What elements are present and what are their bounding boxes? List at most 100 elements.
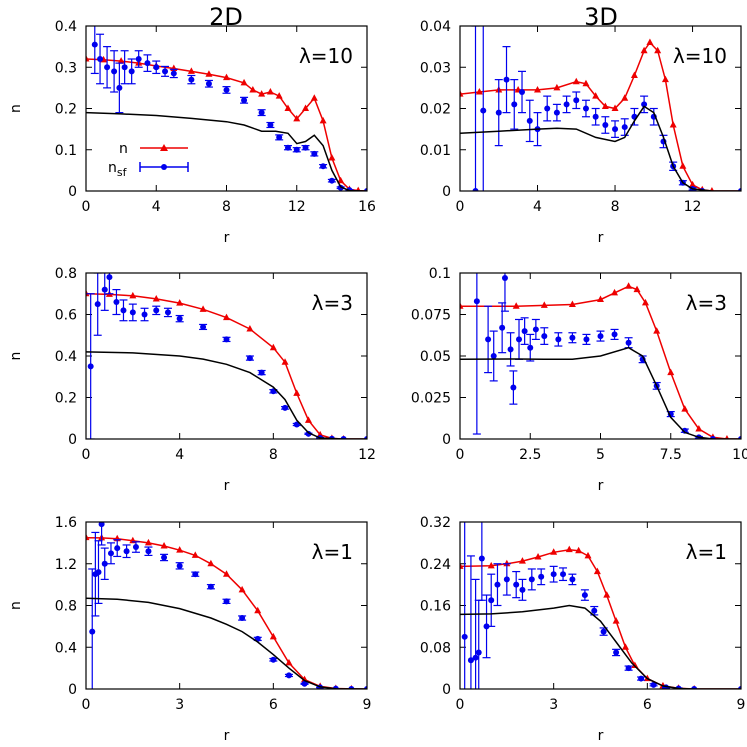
panel-2d-l10-n-line	[86, 58, 367, 191]
panel-3d-l3-nsf-marker	[532, 326, 539, 333]
panel-3d-l10-n-marker	[669, 121, 677, 128]
panel-3d-l3-ytick-label: 0.025	[411, 391, 451, 407]
panel-2d-l1-theory-line	[86, 597, 367, 689]
panel-2d-l10-nsf-marker	[162, 68, 169, 75]
panel-3d-l10-n-marker	[621, 94, 629, 101]
panel-3d-l3-ytick-label: 0	[442, 432, 451, 448]
panel-2d-l10-nsf-marker	[121, 64, 128, 71]
panel-3d-l3-n-marker	[724, 435, 730, 439]
panel-2d-l1-nsf-marker	[107, 550, 114, 557]
panel-2d-l10-n-marker	[355, 186, 361, 191]
panel-2d-l1-n-marker	[207, 559, 215, 567]
panel-3d-l10-nsf-marker	[563, 101, 570, 108]
panel-3d-l3-nsf-marker	[541, 333, 548, 340]
panel-2d-l3-xlabel: r	[224, 478, 230, 494]
panel-3d-l10-xtick-label: 12	[684, 199, 702, 215]
panel-3d-l10-n-marker	[709, 187, 715, 191]
panel-3d-l10-ytick-label: 0	[442, 184, 451, 200]
panel-2d-l10-ytick-label: 0	[68, 184, 77, 200]
panel-2d-l10-xtick-label: 4	[152, 199, 161, 215]
panel-2d-l10-ytick-label: 0.4	[55, 19, 77, 35]
panel-2d-l10-nsf-marker	[97, 56, 104, 62]
panel-2d-l1-n-marker	[269, 632, 277, 640]
panel-3d-l1-n-marker	[487, 561, 495, 569]
panel-2d-l1-n-marker	[238, 585, 246, 593]
panel-2d-l3-n-marker	[129, 291, 137, 299]
panel-2d-l10-theory-line	[86, 111, 367, 191]
panel-2d-l1-nsf-marker	[270, 656, 277, 663]
panel-3d-l3-n-marker	[695, 425, 703, 432]
panel-3d-l1-n-marker	[584, 551, 592, 559]
panel-2d-l1-nsf-marker	[114, 545, 121, 552]
panel-2d-l10-nsf-marker	[91, 41, 98, 48]
panel-3d-l10-ytick-label: 0.03	[420, 60, 451, 76]
panel-3d-l3-n-marker	[611, 288, 619, 296]
panel-3d-l3-nsf-marker	[507, 346, 514, 353]
panel-3d-l1-nsf-marker	[581, 592, 588, 599]
panel-3d-l1-n-marker	[534, 552, 542, 560]
panel-2d-l10-nsf-marker	[223, 86, 230, 93]
panel-2d-l1: 0 3 6 9 0 0.4 0.8 1.2 1.6 r n λ=1	[8, 515, 371, 744]
panel-2d-l1-nsf-marker	[285, 672, 292, 679]
panel-3d-l1-theory-line	[460, 604, 741, 689]
panel-2d-l10-nsf-marker	[104, 64, 111, 71]
panel-3d-l1: 0 3 6 9 0 0.08 0.16 0.24 0.32 r λ=1	[420, 515, 746, 744]
panel-3d-l10-n-marker	[611, 104, 619, 111]
panel-2d-l1-n-marker	[160, 542, 168, 549]
panel-3d-l1-nsf-marker	[538, 573, 545, 580]
panel-3d-l3-n-marker	[597, 295, 604, 303]
panel-2d-l3: 0 4 8 12 0 0.2 0.4 0.6 0.8 r n λ=3	[8, 266, 376, 494]
panel-2d-l10-nsf-marker	[153, 64, 160, 71]
panel-3d-l1-xtick-label: 3	[549, 697, 558, 713]
panel-2d-l10-n-marker	[258, 90, 266, 97]
panel-2d-l1-nsf-marker	[89, 628, 96, 635]
panel-3d-l1-ytick-label: 0.16	[420, 599, 451, 615]
panel-3d-l10-lambda-label: λ=10	[673, 44, 727, 68]
panel-2d-l1-ytick-label: 0	[68, 682, 77, 698]
panel-3d-l3-plot-area	[460, 273, 741, 439]
panel-3d-l1-nsf-marker	[591, 607, 598, 614]
panel-2d-l3-theory-line	[86, 351, 367, 439]
panel-3d-l10-nsf-marker	[602, 122, 609, 128]
panel-3d-l1-nsf-marker	[475, 649, 482, 656]
panel-2d-l3-n-marker	[304, 416, 312, 423]
panel-2d-l10-ytick-label: 0.2	[55, 102, 77, 118]
panel-2d-l10-xlabel: r	[224, 230, 230, 246]
legend-n-label: n	[119, 141, 128, 157]
panel-2d-l10-nsf-marker	[170, 70, 177, 77]
panel-2d-l1-n-marker	[191, 551, 199, 558]
panel-2d-l3-nsf-marker	[153, 307, 160, 314]
legend-n-marker	[160, 144, 168, 151]
panel-2d-l1-lambda-label: λ=1	[312, 540, 353, 564]
panel-2d-l3-n-marker	[246, 325, 254, 332]
panel-3d-l10-nsf-marker	[641, 101, 648, 108]
panel-2d-l3-nsf-marker	[176, 315, 183, 322]
panel-2d-l10-nsf-marker	[293, 146, 300, 153]
panel-3d-l1-xtick-label: 9	[737, 697, 746, 713]
panel-3d-l10-xlabel: r	[598, 230, 604, 246]
panel-2d-l1-nsf-marker	[132, 544, 139, 551]
panel-3d-l1-nsf-marker	[503, 576, 510, 583]
panel-3d-l3-xlabel: r	[598, 478, 604, 494]
panel-2d-l10-nsf-marker	[258, 109, 265, 116]
panel-3d-l3-frame	[459, 272, 742, 440]
panel-3d-l10-n-marker	[679, 162, 687, 169]
panel-3d-l3-nsf-marker	[516, 336, 523, 343]
panel-3d-l3-nsf-marker	[521, 328, 528, 335]
panel-2d-l10-nsf-marker	[135, 56, 142, 62]
panel-2d-l3-nsf-marker	[120, 307, 127, 314]
panel-3d-l10-xtick-label: 0	[456, 199, 465, 215]
panel-2d-l10-nsf-marker	[116, 84, 123, 91]
panel-2d-l10-nsf-marker	[267, 122, 274, 128]
panel-2d-l3-nsf-marker	[94, 301, 101, 308]
panel-3d-l10-plot-area	[460, 26, 741, 191]
panel-3d-l1-n-marker	[460, 562, 464, 569]
panel-3d-l1-n-marker	[550, 548, 558, 555]
panel-3d-l10-nsf-marker	[592, 113, 599, 120]
legend-nsf-label: nsf	[108, 160, 128, 179]
panel-3d-l1-nsf-marker	[519, 586, 526, 593]
panel-3d-l1-n-line	[460, 548, 741, 689]
panel-2d-l10-nsf-marker	[320, 163, 327, 170]
panel-2d-l1-n-marker	[144, 538, 152, 546]
panel-3d-l1-xtick-label: 0	[456, 697, 465, 713]
